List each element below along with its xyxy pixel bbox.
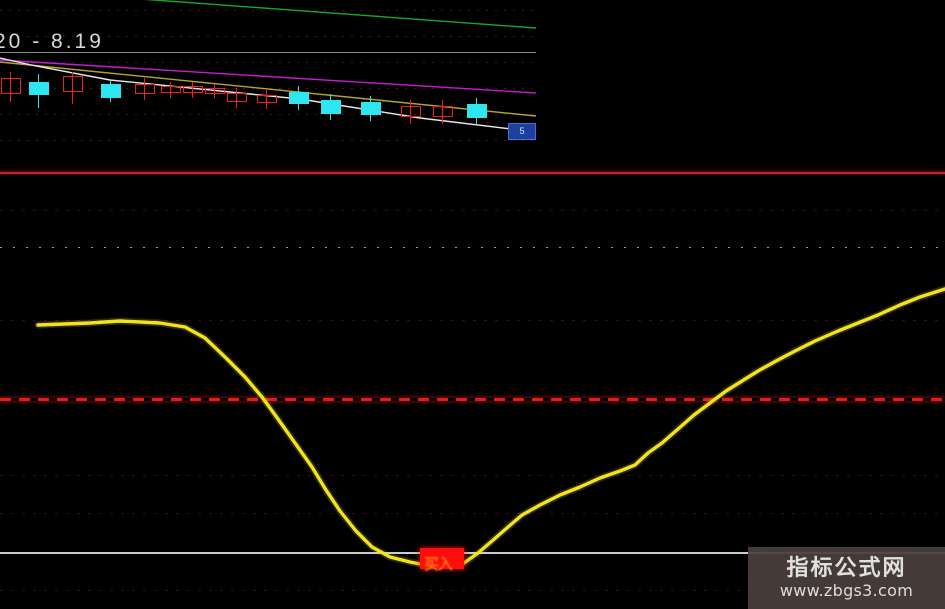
- candle-wick: [236, 88, 237, 108]
- panel-divider: [0, 172, 945, 174]
- price-gridline-solid-0: [0, 52, 536, 53]
- candle-body: [289, 92, 309, 104]
- candle-body: [257, 95, 277, 103]
- candle-wick: [266, 90, 267, 109]
- price-gridline-dotted-4: [0, 114, 536, 115]
- price-gridline-dotted-2: [0, 62, 536, 63]
- price-cursor-tag[interactable]: 5: [508, 123, 536, 140]
- candle-wick: [442, 100, 443, 124]
- candle-body: [227, 93, 247, 102]
- date-range-label: 20 - 8.19: [0, 30, 104, 53]
- candle-body: [467, 104, 487, 118]
- price-gridline-dotted-0: [0, 10, 536, 11]
- candle-body: [361, 102, 381, 115]
- indicator-gridline-4: [0, 475, 945, 476]
- oscillator-path: [36, 287, 945, 567]
- indicator-gridline-0: [0, 210, 945, 211]
- candlestick-price-panel[interactable]: 20 - 8.19 5: [0, 0, 536, 146]
- buy-signal-box[interactable]: [420, 548, 464, 569]
- ma-olive: [0, 61, 536, 117]
- candle-body: [433, 106, 453, 117]
- candle-body: [183, 86, 203, 93]
- oscillator-indicator-panel[interactable]: 买入: [0, 175, 945, 609]
- candle-body: [101, 84, 121, 98]
- candlestick-up: [160, 0, 182, 146]
- price-gridline-dotted-5: [0, 140, 536, 141]
- candle-wick: [144, 78, 145, 100]
- candle-body: [205, 88, 225, 94]
- candlestick-up: [182, 0, 204, 146]
- candlestick-up: [62, 0, 84, 146]
- candlestick-up: [0, 0, 22, 146]
- candlestick-down: [100, 0, 122, 146]
- buy-signal-label: 买入: [424, 555, 453, 573]
- candle-wick: [214, 84, 215, 98]
- candle-body: [321, 100, 341, 114]
- candle-body: [1, 78, 21, 94]
- candle-body: [161, 86, 181, 93]
- watermark-site-name: 指标公式网: [786, 556, 907, 581]
- watermark-site-url: www.zbgs3.com: [779, 581, 914, 600]
- candle-body: [29, 82, 49, 95]
- indicator-gridline-5: [0, 513, 945, 514]
- candlestick-up: [400, 0, 422, 146]
- candle-body: [135, 84, 155, 94]
- oscillator-line: [34, 285, 945, 569]
- candlestick-down: [320, 0, 342, 146]
- indicator-gridline-2: [0, 320, 945, 321]
- candlestick-down: [466, 0, 488, 146]
- site-watermark: 指标公式网 www.zbgs3.com: [748, 547, 945, 609]
- candle-wick: [170, 82, 171, 98]
- candle-wick: [192, 82, 193, 98]
- price-gridline-dotted-1: [0, 36, 536, 37]
- ma-green: [144, 0, 536, 29]
- candlestick-down: [288, 0, 310, 146]
- candlestick-up: [134, 0, 156, 146]
- candle-wick: [72, 72, 73, 104]
- candlestick-up: [432, 0, 454, 146]
- candlestick-down: [28, 0, 50, 146]
- candle-body: [401, 106, 421, 117]
- indicator-gridline-6: [0, 590, 945, 591]
- oscillator-glow: [34, 285, 945, 569]
- candle-wick: [10, 72, 11, 102]
- candle-wick: [410, 100, 411, 124]
- indicator-gridline-3: [0, 398, 945, 401]
- candlestick-up: [226, 0, 248, 146]
- candlestick-down: [360, 0, 382, 146]
- candlestick-up: [204, 0, 226, 146]
- indicator-zero-line: [0, 552, 945, 554]
- indicator-gridline-1: [0, 247, 945, 248]
- candlestick-up: [256, 0, 278, 146]
- ma-magenta: [0, 59, 536, 94]
- candle-body: [63, 76, 83, 92]
